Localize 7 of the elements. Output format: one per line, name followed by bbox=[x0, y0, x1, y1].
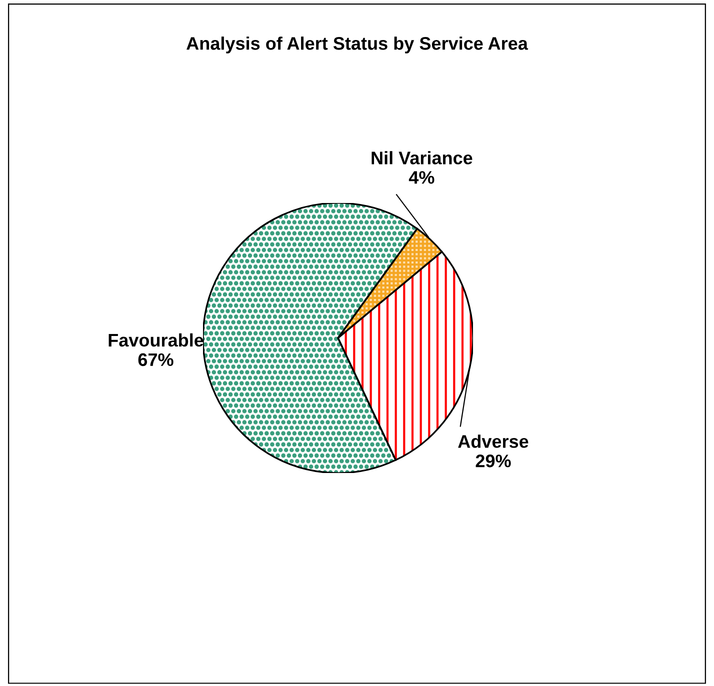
data-label: 67% bbox=[138, 353, 174, 366]
slice-label: Favourable bbox=[108, 333, 204, 347]
data-label: 29% bbox=[476, 454, 511, 468]
data-label: 4% bbox=[408, 171, 434, 184]
chart-title: Analysis of Alert Status by Service Area bbox=[186, 36, 528, 54]
slice-label: Adverse bbox=[458, 434, 528, 448]
slice-label: Nil Variance bbox=[372, 151, 472, 164]
